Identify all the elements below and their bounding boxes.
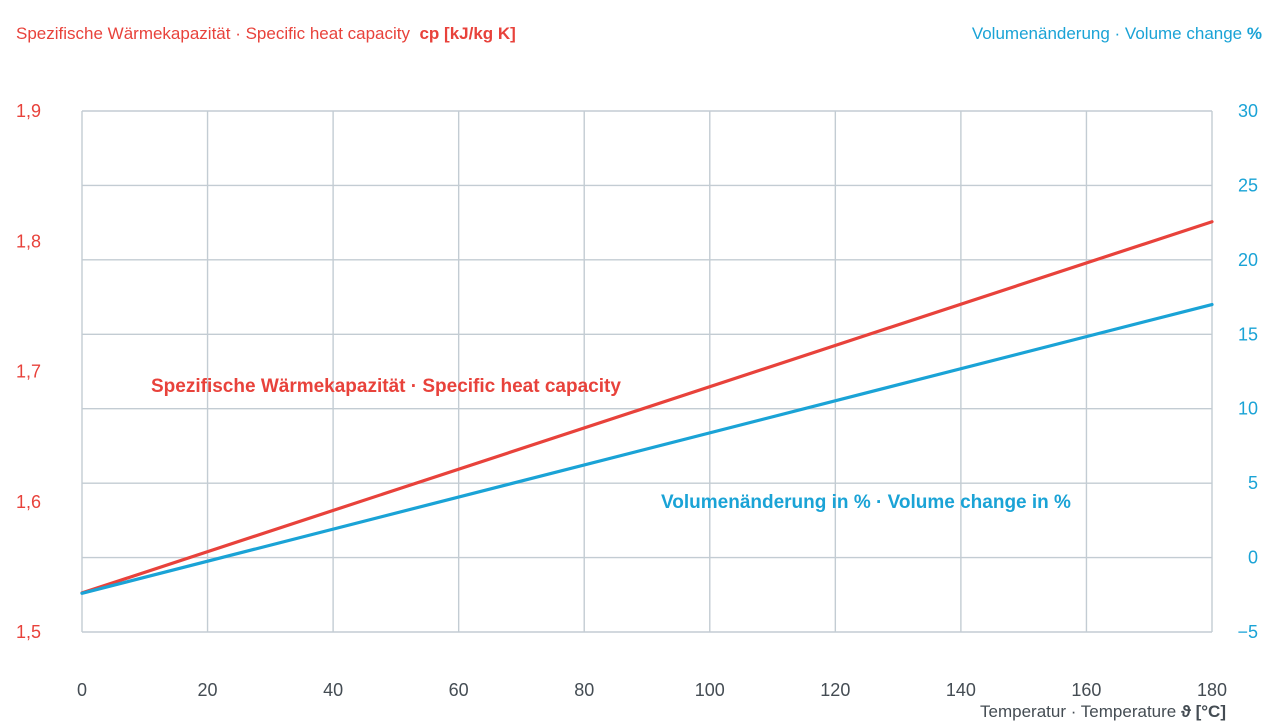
- left-axis-unit: cp [kJ/kg K]: [419, 24, 516, 43]
- right-axis-title: Volumenänderung · Volume change %: [972, 24, 1262, 44]
- series-label-heat-capacity: Spezifische Wärmekapazität · Specific he…: [151, 376, 621, 397]
- x-axis-title: Temperatur · Temperature ϑ [°C]: [980, 702, 1226, 722]
- y-left-tick-label-1: 1,6: [16, 492, 41, 512]
- series-line-volume-change: [80, 302, 1214, 595]
- x-tick-label-6: 120: [820, 680, 850, 700]
- grid: [81, 110, 1213, 633]
- x-axis-unit: ϑ [°C]: [1180, 702, 1226, 721]
- y-right-tick-label-4: 15: [1238, 324, 1258, 344]
- series-line-heat-capacity: [80, 220, 1214, 595]
- x-tick-label-8: 160: [1071, 680, 1101, 700]
- left-axis-title: Spezifische Wärmekapazität · Specific he…: [16, 24, 516, 44]
- series-label-volume-change: Volumenänderung in % · Volume change in …: [661, 492, 1071, 513]
- y-right-tick-label-5: 20: [1238, 250, 1258, 270]
- x-tick-label-9: 180: [1197, 680, 1227, 700]
- left-axis-title-text: Spezifische Wärmekapazität · Specific he…: [16, 24, 411, 43]
- x-tick-label-5: 100: [695, 680, 725, 700]
- y-left-tick-label-3: 1,8: [16, 231, 41, 251]
- right-axis-title-text: Volumenänderung · Volume change: [971, 24, 1243, 43]
- x-tick-label-0: 0: [77, 680, 87, 700]
- y-right-tick-label-1: 0: [1248, 548, 1258, 568]
- x-tick-label-1: 20: [198, 680, 218, 700]
- x-tick-label-2: 40: [323, 680, 343, 700]
- right-axis-unit: %: [1246, 24, 1262, 43]
- series-lines: [80, 220, 1214, 595]
- y-right-tick-label-6: 25: [1238, 175, 1258, 195]
- y-right-tick-label-0: −5: [1237, 622, 1258, 642]
- y-right-tick-label-7: 30: [1238, 101, 1258, 121]
- y-right-tick-label-3: 10: [1238, 399, 1258, 419]
- y-left-tick-label-4: 1,9: [16, 101, 41, 121]
- x-tick-label-7: 140: [946, 680, 976, 700]
- x-tick-label-4: 80: [574, 680, 594, 700]
- x-axis-title-text: Temperatur · Temperature: [980, 702, 1177, 721]
- y-left-tick-label-0: 1,5: [16, 622, 41, 642]
- y-left-tick-label-2: 1,7: [16, 362, 41, 382]
- x-tick-label-3: 60: [449, 680, 469, 700]
- tick-labels: 0 20 40 60 80 100 120 140 160 1801,51,61,71,81,9−…: [16, 101, 1258, 700]
- y-right-tick-label-2: 5: [1248, 473, 1258, 493]
